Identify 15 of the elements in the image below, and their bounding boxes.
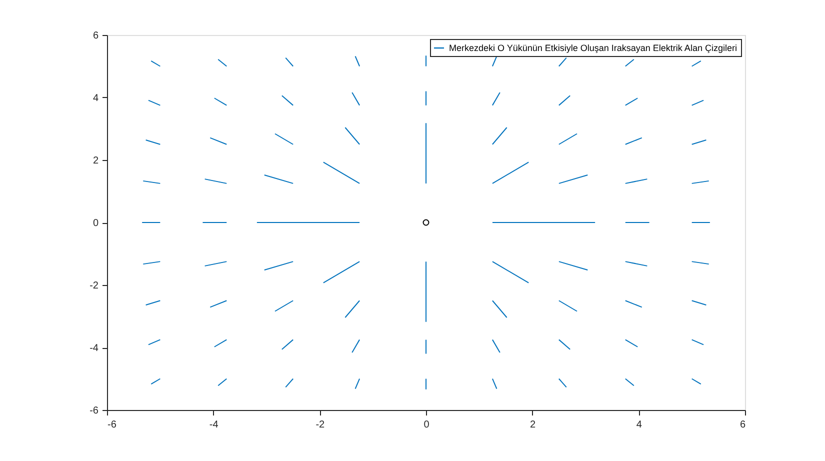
y-tick-label: 6 <box>92 30 99 42</box>
x-tick-label: 4 <box>636 420 642 430</box>
x-tick-label: 2 <box>530 420 536 430</box>
y-tick-label: 2 <box>92 156 99 166</box>
y-tick-label: -2 <box>90 280 99 292</box>
y-tick-label: 0 <box>92 218 99 229</box>
x-tick-label: -2 <box>316 420 326 430</box>
legend-label: Merkezdeki O Yükünün Etkisiyle Oluşan Iraksayan Elektrik Alan Çizgileri <box>449 43 737 53</box>
x-tick-label: -4 <box>209 420 219 430</box>
y-tick-label: 4 <box>92 93 99 104</box>
y-tick-label: -4 <box>90 343 99 354</box>
x-tick-label: 6 <box>740 420 746 430</box>
y-tick-label: -6 <box>90 406 99 416</box>
x-tick-label: 0 <box>424 420 430 430</box>
x-tick-label: -6 <box>108 420 117 430</box>
